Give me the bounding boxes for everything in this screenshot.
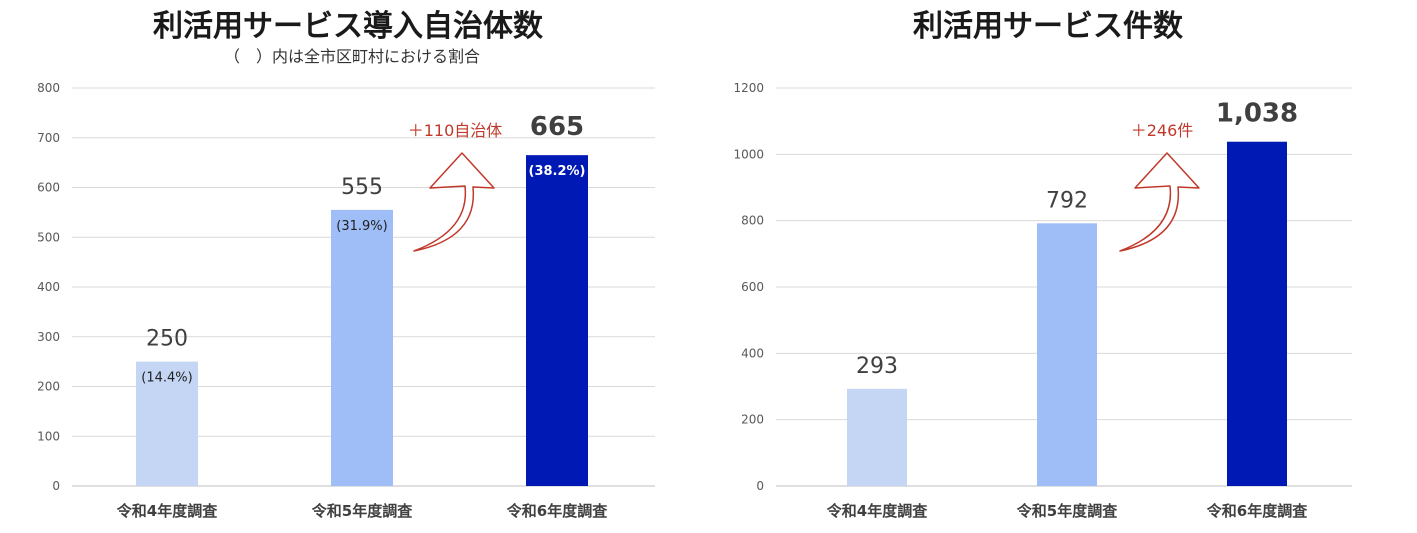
chart1-percent-label: (31.9%) <box>336 219 387 234</box>
chart1-y-tick-label: 800 <box>37 81 60 95</box>
chart1-title: 利活用サービス導入自治体数 <box>153 9 544 44</box>
chart1-percent-label: (38.2%) <box>529 164 586 179</box>
chart1-bar <box>331 209 393 486</box>
chart2-y-tick-label: 800 <box>741 214 764 228</box>
chart1-y-tick-label: 400 <box>37 280 60 294</box>
chart2-bar <box>1037 223 1097 486</box>
chart1-y-tick-label: 700 <box>37 131 60 145</box>
chart2-y-tick-label: 0 <box>756 479 764 493</box>
chart1-plot: 0 100 200 300 400 500 600 700 800 250 (14.4%) 令和4年度… <box>37 81 655 520</box>
chart1-category-label: 令和4年度調査 <box>117 502 218 520</box>
chart1-value-label: 250 <box>146 327 188 352</box>
chart2-category-label: 令和4年度調査 <box>827 502 928 520</box>
chart1-y-tick-label: 300 <box>37 330 60 344</box>
chart2-title: 利活用サービス件数 <box>913 9 1184 44</box>
chart1-category-label: 令和5年度調査 <box>312 502 413 520</box>
chart2-increase-arrow <box>1119 152 1200 252</box>
chart1-bar <box>526 155 588 486</box>
chart1-percent-label: (14.4%) <box>141 371 192 386</box>
chart1-category-label: 令和6年度調査 <box>507 502 608 520</box>
chart1-value-label: 665 <box>530 112 584 142</box>
chart1-increase-arrow <box>413 152 495 252</box>
chart2-bar <box>847 388 907 486</box>
chart1-subtitle: （ ）内は全市区町村における割合 <box>224 47 480 66</box>
chart1-value-label: 555 <box>341 175 383 200</box>
chart2-y-tick-label: 1200 <box>733 81 764 95</box>
chart1-increase-label: ＋110自治体 <box>408 121 503 140</box>
chart2-increase-label: ＋246件 <box>1131 121 1194 140</box>
chart2-value-label: 1,038 <box>1216 99 1298 129</box>
chart2-category-label: 令和5年度調査 <box>1017 502 1118 520</box>
chart2-y-tick-label: 1000 <box>733 147 764 161</box>
chart2-value-label: 293 <box>856 354 898 379</box>
chart2-category-label: 令和6年度調査 <box>1207 502 1308 520</box>
chart1-y-tick-label: 600 <box>37 181 60 195</box>
chart2-y-tick-label: 400 <box>741 346 764 360</box>
chart1-bar <box>136 361 198 486</box>
chart2-bar <box>1227 141 1287 487</box>
chart2-value-label: 792 <box>1046 188 1088 213</box>
chart2-plot: 0 200 400 600 800 1000 1200 293 令和4年度調査 792 令和5年度調… <box>733 81 1352 520</box>
chart1-y-tick-label: 500 <box>37 230 60 244</box>
chart1-y-tick-label: 200 <box>37 380 60 394</box>
chart2-y-tick-label: 200 <box>741 413 764 427</box>
chart1-y-tick-label: 100 <box>37 429 60 443</box>
chart2-y-tick-label: 600 <box>741 280 764 294</box>
chart1-y-tick-label: 0 <box>52 479 60 493</box>
